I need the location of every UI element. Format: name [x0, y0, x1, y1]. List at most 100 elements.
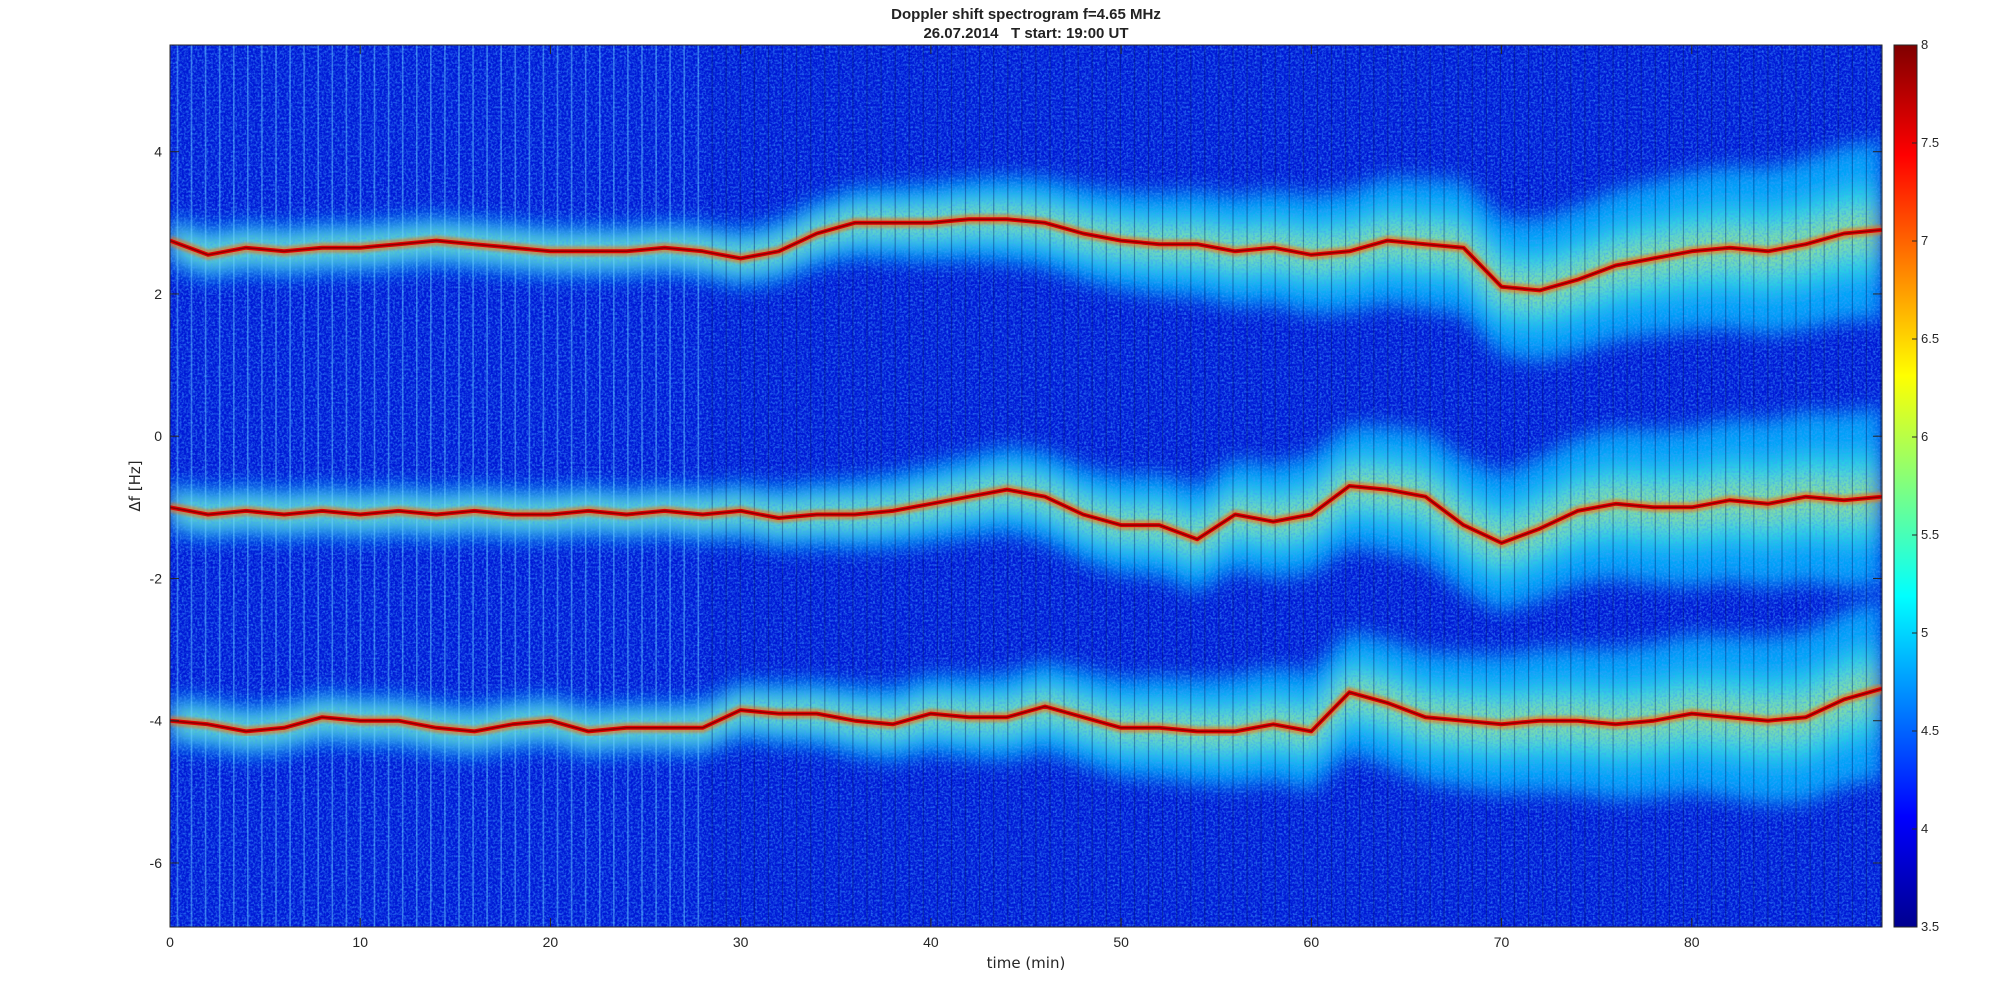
- stripe-artifact: [1725, 45, 1727, 927]
- stripe-artifact: [1147, 45, 1150, 927]
- stripe-artifact: [1035, 45, 1037, 927]
- stripe-artifact: [542, 45, 545, 927]
- stripe-artifact: [1865, 45, 1867, 927]
- stripe-artifact: [725, 45, 727, 927]
- x-tick-label: 80: [1684, 934, 1700, 950]
- x-tick-label: 10: [352, 934, 368, 950]
- x-tick-label: 70: [1494, 934, 1510, 950]
- x-tick-label: 40: [923, 934, 939, 950]
- stripe-artifact: [683, 45, 685, 927]
- stripe-artifact: [810, 45, 812, 927]
- x-tick-label: 20: [543, 934, 559, 950]
- stripe-artifact: [1260, 45, 1262, 927]
- stripe-artifact: [1753, 45, 1755, 927]
- stripe-artifact: [655, 45, 657, 927]
- stripe-artifact: [1471, 45, 1473, 927]
- stripe-artifact: [1063, 45, 1065, 927]
- stripe-artifact: [796, 45, 798, 927]
- stripe-artifact: [261, 45, 263, 927]
- colorbar: 8 7.5 7 6.5 6 5.5 5 4.5 4 3.5: [1893, 37, 1939, 934]
- stripe-artifact: [275, 45, 277, 927]
- stripe-artifact: [1626, 45, 1628, 927]
- stripe-artifact: [866, 45, 868, 927]
- stripe-artifact: [697, 45, 700, 927]
- stripe-artifact: [570, 45, 573, 927]
- stripe-artifact: [1795, 45, 1797, 927]
- x-axis-label: time (min): [987, 954, 1066, 972]
- stripe-artifact: [781, 45, 784, 927]
- stripe-artifact: [514, 45, 517, 927]
- doppler-trace-core: [170, 485, 1882, 544]
- y-axis: 4 2 0 -2 -4 -6: [150, 144, 1882, 871]
- stripe-artifact: [1739, 45, 1741, 927]
- stripe-artifact: [922, 45, 924, 927]
- stripe-artifact: [767, 45, 770, 927]
- y-tick-label: 0: [154, 428, 162, 444]
- stripe-artifact: [317, 45, 319, 927]
- stripe-artifact: [387, 45, 390, 927]
- stripe-artifact: [416, 45, 418, 927]
- stripe-artifact: [1612, 45, 1614, 927]
- stripe-artifact: [599, 45, 601, 927]
- y-tick-label: -6: [150, 855, 163, 871]
- stripe-artifact: [1091, 45, 1093, 927]
- stripe-artifact: [950, 45, 953, 927]
- stripe-artifact: [1513, 45, 1516, 927]
- stripe-artifact: [1598, 45, 1600, 927]
- stripe-artifact: [936, 45, 938, 927]
- stripe-artifact: [190, 45, 193, 927]
- x-tick-label: 30: [733, 934, 749, 950]
- stripe-artifact: [430, 45, 432, 927]
- stripe-artifact: [838, 45, 840, 927]
- stripe-artifact: [1696, 45, 1699, 927]
- x-tick-label: 50: [1113, 934, 1129, 950]
- stripe-artifact: [1246, 45, 1248, 927]
- stripe-artifact: [331, 45, 334, 927]
- stripe-artifact: [1767, 45, 1769, 927]
- stripe-artifact: [176, 45, 179, 927]
- stripe-artifact: [1837, 45, 1839, 927]
- stripe-artifact: [669, 45, 671, 927]
- stripe-artifact: [1021, 45, 1023, 927]
- stripe-artifact: [247, 45, 249, 927]
- stripe-artifact: [345, 45, 348, 927]
- stripe-artifact: [964, 45, 967, 927]
- x-axis: 0 10 20 30 40 50 60 70 80: [166, 45, 1700, 950]
- colorbar-tick-label: 8: [1921, 37, 1928, 52]
- stripe-artifact: [528, 45, 531, 927]
- stripe-artifact: [233, 45, 235, 927]
- y-axis-label: Δf [Hz]: [126, 460, 144, 511]
- stripe-artifact: [824, 45, 826, 927]
- stripe-artifact: [1204, 45, 1206, 927]
- stripe-artifact: [739, 45, 741, 927]
- stripe-artifact: [1302, 45, 1304, 927]
- stripe-artifact: [1077, 45, 1079, 927]
- stripe-artifact: [1274, 45, 1276, 927]
- stripe-artifact: [444, 45, 446, 927]
- stripe-artifact: [1330, 45, 1333, 927]
- colorbar-tick-label: 6.5: [1921, 331, 1939, 346]
- colorbar-tick-label: 4: [1921, 821, 1928, 836]
- chart-title: Doppler shift spectrogram f=4.65 MHz: [891, 6, 1161, 23]
- colorbar-tick-label: 6: [1921, 429, 1928, 444]
- stripe-artifact: [993, 45, 995, 927]
- colorbar-tick-label: 7: [1921, 233, 1928, 248]
- axes-frame: [169, 44, 1883, 928]
- stripe-artifact: [1584, 45, 1586, 927]
- stripe-artifact: [1640, 45, 1642, 927]
- stripe-artifact: [852, 45, 854, 927]
- chart-subtitle: 26.07.2014 T start: 19:00 UT: [923, 25, 1128, 42]
- stripe-artifact: [359, 45, 362, 927]
- y-tick-label: -2: [150, 570, 163, 586]
- stripe-artifact: [458, 45, 460, 927]
- stripe-artifact: [1119, 45, 1121, 927]
- stripe-artifact: [1316, 45, 1318, 927]
- stripe-artifact: [1133, 45, 1136, 927]
- colorbar-tick-label: 3.5: [1921, 919, 1939, 934]
- plot-area: [170, 45, 1882, 927]
- y-tick-label: -4: [150, 713, 163, 729]
- colorbar-gradient: [1893, 44, 1918, 928]
- stripe-artifact: [1823, 45, 1825, 927]
- stripe-artifact: [1401, 45, 1403, 927]
